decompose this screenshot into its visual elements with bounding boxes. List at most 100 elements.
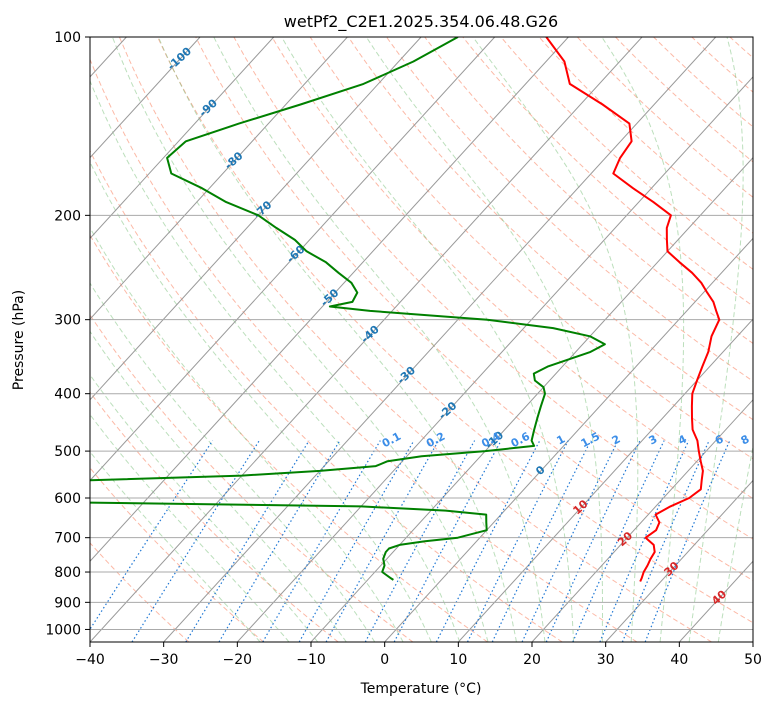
- plot-frame: [89, 36, 754, 643]
- mixing-ratio-label: 1: [554, 432, 567, 447]
- mixing-ratio-line: [644, 440, 731, 642]
- x-tick-label: −40: [75, 652, 105, 668]
- x-tick-label: 40: [670, 652, 688, 668]
- isotherm: [236, 76, 753, 642]
- dry-adiabat: [90, 58, 638, 642]
- moist-adiabat: [365, 37, 603, 642]
- moist-adiabat: [90, 161, 432, 642]
- isotherm: [605, 479, 753, 642]
- isotherm: [457, 318, 753, 642]
- y-tick-label: 900: [54, 595, 81, 611]
- dry-adiabat: [576, 37, 753, 198]
- isotherm: [90, 37, 201, 159]
- mixing-ratio-line: [599, 440, 690, 642]
- dry-adiabat: [424, 37, 753, 344]
- dry-adiabat: [118, 37, 712, 642]
- isotherm: [752, 641, 753, 642]
- dry-adiabat: [90, 542, 190, 642]
- x-tick-label: 30: [597, 652, 615, 668]
- dry-adiabat: [347, 37, 753, 421]
- y-tick-label: 700: [54, 531, 81, 547]
- mixing-ratio-line: [364, 440, 476, 642]
- mixing-ratio-line: [218, 440, 341, 642]
- x-tick-label: 50: [744, 652, 762, 668]
- series-layer: [90, 37, 721, 582]
- x-tick-label: 10: [449, 652, 467, 668]
- mixing-ratio-line: [572, 440, 665, 642]
- moist-adiabat: [688, 37, 744, 642]
- dry-adiabat: [90, 391, 339, 642]
- moist-adiabat: [90, 282, 376, 642]
- isotherm: [384, 237, 753, 642]
- x-tick-label: 20: [523, 652, 541, 668]
- dry-adiabat: [90, 314, 414, 642]
- moist-adiabat: [90, 79, 461, 642]
- dry-adiabat: [729, 37, 753, 59]
- y-tick-label: 200: [54, 208, 81, 224]
- moist-adiabat: [111, 37, 489, 642]
- x-axis-label: Temperature (°C): [360, 681, 482, 697]
- y-tick-label: 300: [54, 313, 81, 329]
- pressure-gridlines: [90, 36, 753, 630]
- y-axis-ticks: 100 200 300 400 500 600 700 800 900 1000: [45, 30, 90, 638]
- x-tick-label: 0: [380, 652, 389, 668]
- dry-adiabat: [386, 37, 753, 382]
- x-axis-ticks: −40 −30 −20 −10 0 10 20 30 40 50: [75, 642, 762, 668]
- isotherm: [90, 37, 496, 482]
- dry-adiabat: [271, 37, 753, 500]
- moist-adiabat: [601, 37, 685, 642]
- isotherm: [90, 37, 275, 240]
- isotherm: [90, 37, 348, 320]
- moist-adiabat: [90, 226, 404, 642]
- dry-adiabat: [538, 37, 753, 234]
- mixing-ratio-label: 8: [739, 432, 752, 447]
- mixing-ratio-line: [131, 440, 260, 642]
- isotherm: [531, 399, 753, 642]
- moist-adiabat: [472, 37, 639, 642]
- dry-adiabat: [233, 37, 753, 540]
- y-axis-label: Pressure (hPa): [11, 290, 27, 390]
- y-tick-label: 400: [54, 387, 81, 403]
- x-tick-label: −20: [223, 652, 253, 668]
- moist-adiabat: [281, 37, 575, 642]
- profile-line: [90, 37, 606, 581]
- moist-adiabat: [717, 444, 753, 642]
- mixing-ratio-line: [491, 440, 592, 642]
- mixing-ratio-label: 1.5: [579, 430, 602, 451]
- isotherm: [310, 156, 753, 642]
- dry-adiabat: [157, 37, 753, 624]
- mixing-ratio-line: [545, 440, 641, 642]
- y-tick-label: 1000: [45, 622, 81, 638]
- mixing-ratio-line: [262, 440, 381, 642]
- x-tick-label: −30: [149, 652, 179, 668]
- dry-adiabat: [309, 37, 753, 460]
- mixing-ratio-line: [90, 440, 214, 631]
- dry-adiabat: [462, 37, 753, 307]
- mixing-ratio-label: 10: [757, 431, 775, 450]
- y-tick-label: 600: [54, 491, 81, 507]
- chart-title: wetPf2_C2E1.2025.354.06.48.G26: [284, 12, 558, 32]
- moist-adiabat: [213, 37, 546, 642]
- moist-adiabat: [157, 37, 517, 642]
- moist-adiabat: [90, 330, 347, 642]
- mixing-ratio-line: [298, 440, 415, 642]
- y-tick-label: 100: [54, 30, 81, 46]
- dry-adiabat: [90, 467, 264, 642]
- isotherm: [90, 37, 422, 401]
- mixing-ratio-label: 6: [713, 432, 726, 447]
- x-tick-label: −10: [296, 652, 326, 668]
- moist-adiabat: [90, 450, 261, 642]
- dry-adiabat: [195, 37, 753, 582]
- moist-adiabat: [90, 413, 290, 642]
- isotherm: [163, 37, 717, 642]
- y-tick-label: 800: [54, 565, 81, 581]
- mixing-ratio-line: [325, 440, 440, 642]
- mixing-ratio-line: [466, 440, 569, 642]
- mixing-ratio-line: [435, 440, 541, 642]
- mixing-ratio-label: 4: [676, 432, 689, 447]
- isotherm: [90, 37, 569, 563]
- dry-adiabat: [653, 37, 753, 128]
- isotherm: [90, 37, 643, 642]
- background-lines: [90, 37, 753, 642]
